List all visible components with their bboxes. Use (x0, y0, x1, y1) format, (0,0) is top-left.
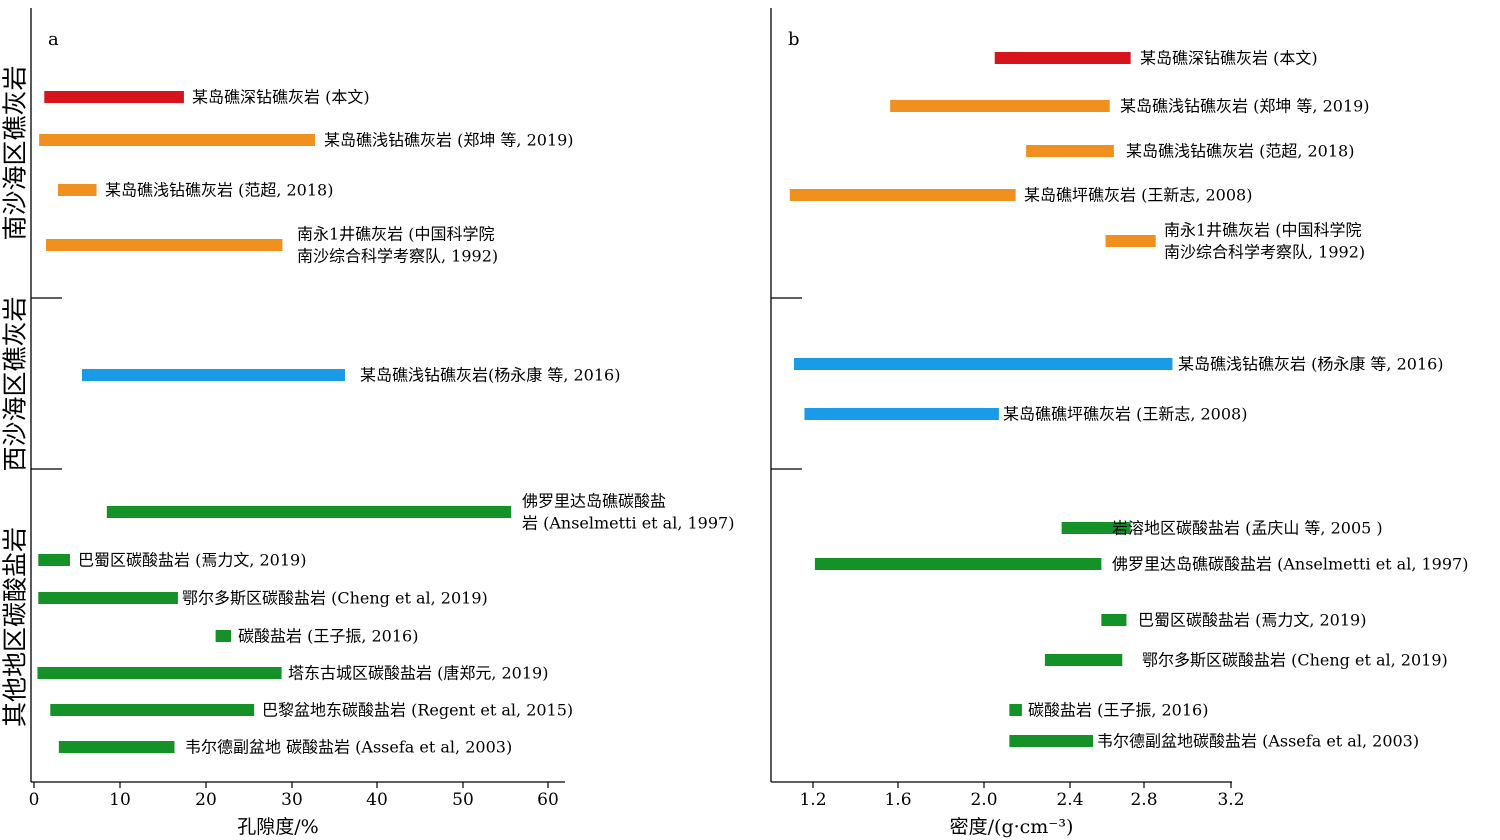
bar-label: 岩 (Anselmetti et al, 1997) (522, 514, 734, 533)
x-tick-label: 2.0 (970, 790, 997, 810)
range-bar (57, 184, 97, 196)
bar-label: 鄂尔多斯区碳酸盐岩 (Cheng et al, 2019) (182, 589, 488, 608)
range-bar (1061, 522, 1131, 534)
bar-label: 韦尔德副盆地 碳酸盐岩 (Assefa et al, 2003) (185, 738, 512, 757)
bar-label: 巴蜀区碳酸盐岩 (焉力文, 2019) (1138, 611, 1366, 630)
panel-b: b 1.2 1.6 2.0 2.4 2.8 3.2 密度/(g·cm⁻³) 某岛礁深钻礁灰岩 (… (770, 8, 1468, 838)
range-bar (789, 189, 1016, 201)
panel-letter: a (48, 29, 59, 50)
bar-label: 塔东古城区碳酸盐岩 (唐郑元, 2019) (288, 664, 548, 683)
bar-label: 鄂尔多斯区碳酸盐岩 (Cheng et al, 2019) (1142, 651, 1448, 670)
bar-label: 巴蜀区碳酸盐岩 (焉力文, 2019) (78, 551, 306, 570)
group-label-2: 西沙海区礁灰岩 (1, 296, 30, 471)
x-tick-label: 3.2 (1217, 790, 1244, 810)
bar-label: 南永1井礁灰岩 (中国科学院 (297, 225, 495, 244)
bar-label: 韦尔德副盆地碳酸盐岩 (Assefa et al, 2003) (1097, 732, 1419, 751)
bar-label: 佛罗里达岛礁碳酸盐岩 (Anselmetti et al, 1997) (1112, 555, 1468, 574)
range-bar (814, 558, 1102, 570)
group-label-3: 其他地区碳酸盐岩 (1, 527, 30, 727)
range-bar (1009, 704, 1022, 716)
x-tick-label: 1.6 (884, 790, 911, 810)
range-bar (1101, 614, 1127, 626)
range-bar (58, 741, 175, 753)
bar-label: 某岛礁浅钻礁灰岩 (杨永康 等, 2016) (1178, 355, 1444, 374)
x-tick-label: 20 (195, 790, 217, 810)
range-bar (215, 630, 232, 642)
range-bar (81, 369, 345, 381)
bar-label: 南永1井礁灰岩 (中国科学院 (1164, 221, 1362, 240)
range-bar (1044, 654, 1123, 666)
x-tick-label: 10 (109, 790, 131, 810)
bar-label: 某岛礁礁坪礁灰岩 (王新志, 2008) (1003, 405, 1247, 424)
x-tick-label: 0 (29, 790, 40, 810)
x-tick-label: 2.4 (1056, 790, 1083, 810)
range-bar (38, 592, 178, 604)
bar-label: 某岛礁浅钻礁灰岩(杨永康 等, 2016) (360, 366, 620, 385)
range-bar (1105, 235, 1156, 247)
x-tick-label: 60 (537, 790, 559, 810)
range-bar (890, 100, 1110, 112)
range-bar (45, 239, 283, 251)
x-tick-label: 30 (281, 790, 303, 810)
range-bar (44, 91, 184, 103)
range-bar (38, 554, 70, 566)
bar-label: 某岛礁浅钻礁灰岩 (范超, 2018) (105, 181, 333, 200)
bar-label: 某岛礁浅钻礁灰岩 (郑坤 等, 2019) (1120, 97, 1370, 116)
bar-label: 碳酸盐岩 (王子振, 2016) (1028, 701, 1208, 720)
x-tick-label: 40 (366, 790, 388, 810)
range-bar (39, 134, 315, 146)
bar-label: 巴黎盆地东碳酸盐岩 (Regent et al, 2015) (262, 701, 573, 720)
x-tick-label: 2.8 (1130, 790, 1157, 810)
x-axis-title: 密度/(g·cm⁻³) (950, 816, 1074, 838)
bar-label: 某岛礁浅钻礁灰岩 (郑坤 等, 2019) (324, 131, 574, 150)
bar-label: 某岛礁深钻礁灰岩 (本文) (192, 88, 370, 107)
range-bar (804, 408, 999, 420)
range-bar (794, 358, 1173, 370)
range-bar (50, 704, 255, 716)
x-tick-label: 50 (452, 790, 474, 810)
range-bar (994, 52, 1131, 64)
bar-label: 南沙综合科学考察队, 1992) (297, 247, 498, 266)
bar-label: 佛罗里达岛礁碳酸盐 (522, 492, 666, 511)
x-tick-label: 1.2 (799, 790, 826, 810)
range-bar (37, 667, 282, 679)
range-bar (1026, 145, 1114, 157)
range-bar (106, 506, 512, 518)
bar-label: 南沙综合科学考察队, 1992) (1164, 243, 1365, 262)
bar-label: 某岛礁浅钻礁灰岩 (范超, 2018) (1126, 142, 1354, 161)
x-axis-title: 孔隙度/% (237, 816, 318, 838)
bar-label: 碳酸盐岩 (王子振, 2016) (238, 627, 418, 646)
range-bar (1009, 735, 1093, 747)
bar-label: 岩溶地区碳酸盐岩 (孟庆山 等, 2005 ) (1112, 519, 1383, 538)
group-label-1: 南沙海区礁灰岩 (1, 65, 30, 240)
bar-label: 某岛礁深钻礁灰岩 (本文) (1140, 49, 1318, 68)
panel-letter: b (788, 29, 800, 50)
panel-a: a 0 10 20 30 40 50 60 孔隙度/% 某岛礁深钻礁灰岩 (本文) 某岛礁浅钻礁灰岩… (29, 8, 734, 838)
bar-label: 某岛礁坪礁灰岩 (王新志, 2008) (1024, 186, 1252, 205)
